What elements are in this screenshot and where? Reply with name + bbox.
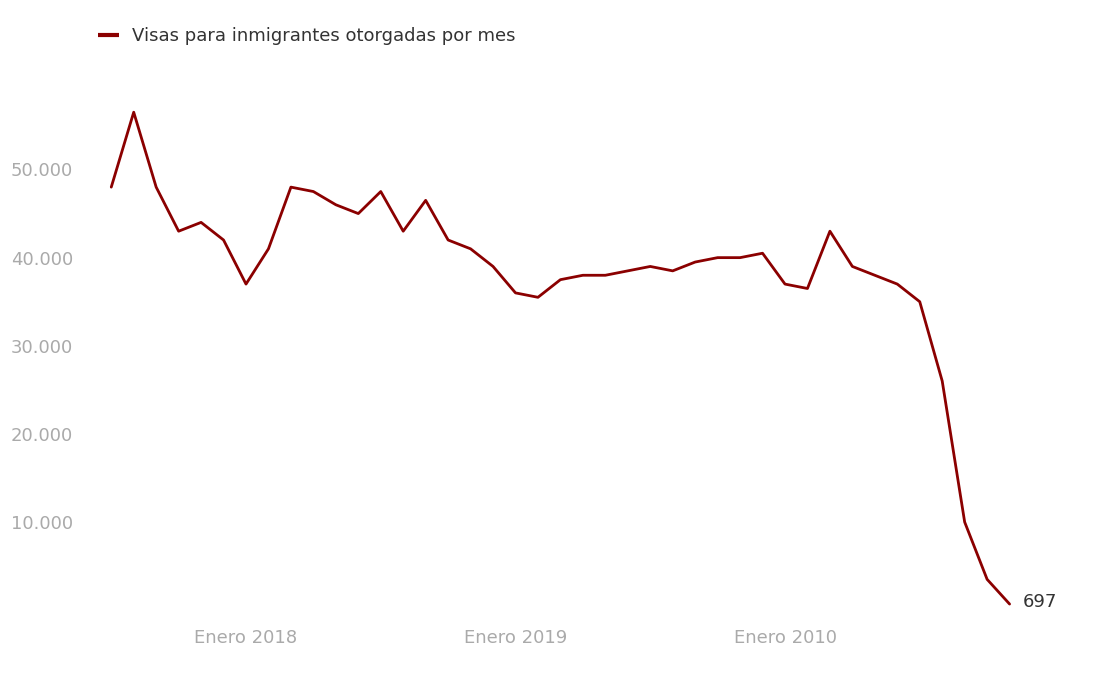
Text: 697: 697 bbox=[1023, 593, 1058, 612]
Legend: Visas para inmigrantes otorgadas por mes: Visas para inmigrantes otorgadas por mes bbox=[98, 27, 516, 45]
